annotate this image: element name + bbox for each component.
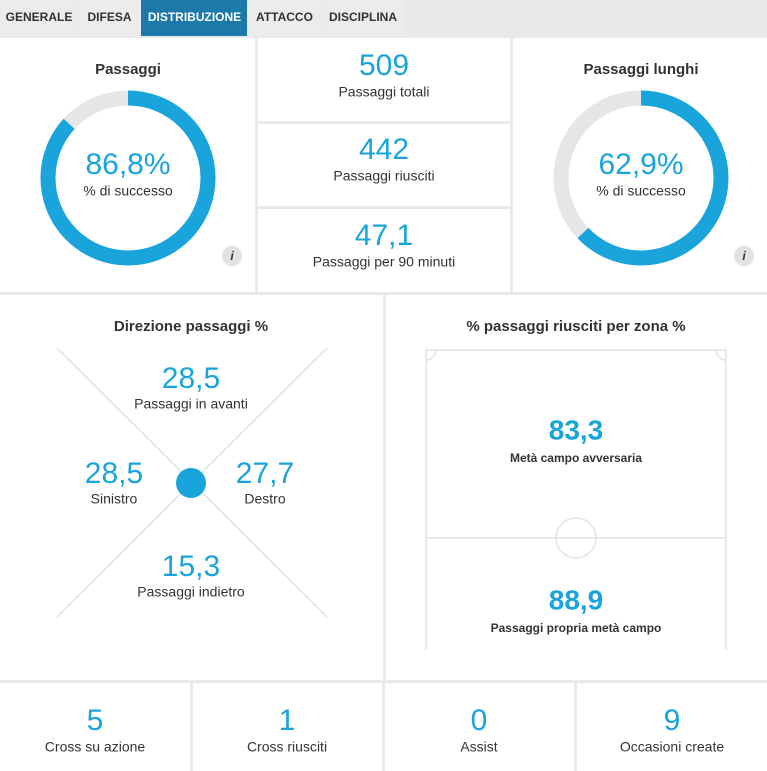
stat-label: Passaggi totali bbox=[338, 84, 429, 100]
svg-text:i: i bbox=[230, 249, 234, 263]
panel bbox=[385, 683, 574, 771]
panel bbox=[386, 295, 767, 680]
tab-label[interactable]: DISTRIBUZIONE bbox=[148, 10, 241, 24]
donut-caption: % di successo bbox=[83, 183, 173, 199]
stat-label: Passaggi per 90 minuti bbox=[313, 254, 455, 270]
tab-label[interactable]: GENERALE bbox=[6, 10, 73, 24]
direction-value: 15,3 bbox=[162, 550, 220, 583]
tab[interactable] bbox=[321, 0, 404, 36]
direction-label: Passaggi indietro bbox=[137, 584, 245, 600]
stat-label: Passaggi riusciti bbox=[333, 168, 434, 184]
panel bbox=[193, 683, 382, 771]
tab-label[interactable]: DIFESA bbox=[87, 10, 131, 24]
donut-value: 86,8% bbox=[85, 148, 170, 181]
section-title: Direzione passaggi % bbox=[114, 318, 268, 335]
tab[interactable] bbox=[0, 0, 77, 36]
total-label: Cross su azione bbox=[45, 739, 146, 755]
donut-arc bbox=[40, 90, 216, 266]
total-value: 1 bbox=[279, 704, 296, 737]
tab[interactable] bbox=[248, 0, 320, 36]
donut-value: 62,9% bbox=[598, 148, 683, 181]
total-value: 9 bbox=[664, 704, 681, 737]
info-icon[interactable]: i bbox=[734, 246, 754, 266]
donut-title: Passaggi bbox=[95, 61, 161, 78]
stat-value: 509 bbox=[359, 49, 409, 82]
direction-label: Passaggi in avanti bbox=[134, 396, 248, 412]
tab[interactable] bbox=[141, 0, 247, 36]
total-label: Cross riusciti bbox=[247, 739, 327, 755]
info-icon[interactable]: i bbox=[222, 246, 242, 266]
zone-value: 88,9 bbox=[549, 584, 604, 615]
donut-arc bbox=[553, 90, 729, 266]
direction-center bbox=[176, 468, 206, 498]
tab-label[interactable]: ATTACCO bbox=[256, 10, 313, 24]
stat-value: 442 bbox=[359, 133, 409, 166]
pitch bbox=[425, 349, 727, 650]
total-value: 0 bbox=[471, 704, 488, 737]
donut-title: Passaggi lunghi bbox=[583, 61, 698, 78]
panel bbox=[258, 38, 510, 121]
direction-label: Destro bbox=[244, 491, 285, 507]
total-label: Assist bbox=[460, 739, 497, 755]
direction-value: 28,5 bbox=[162, 362, 220, 395]
zone-label: Metà campo avversaria bbox=[510, 451, 642, 465]
panel bbox=[577, 683, 767, 771]
panel bbox=[0, 683, 190, 771]
direction-label: Sinistro bbox=[91, 491, 138, 507]
tab[interactable] bbox=[78, 0, 140, 36]
donut-caption: % di successo bbox=[596, 183, 686, 199]
direction-value: 28,5 bbox=[85, 457, 143, 490]
direction-value: 27,7 bbox=[236, 457, 294, 490]
section-title: % passaggi riusciti per zona % bbox=[466, 318, 685, 335]
stat-value: 47,1 bbox=[355, 219, 413, 252]
svg-text:i: i bbox=[742, 249, 746, 263]
total-value: 5 bbox=[87, 704, 104, 737]
zone-label: Passaggi propria metà campo bbox=[491, 621, 662, 635]
total-label: Occasioni create bbox=[620, 739, 724, 755]
tab-label[interactable]: DISCIPLINA bbox=[329, 10, 397, 24]
zone-value: 83,3 bbox=[549, 414, 604, 445]
panel bbox=[258, 124, 510, 206]
panel bbox=[258, 209, 510, 292]
